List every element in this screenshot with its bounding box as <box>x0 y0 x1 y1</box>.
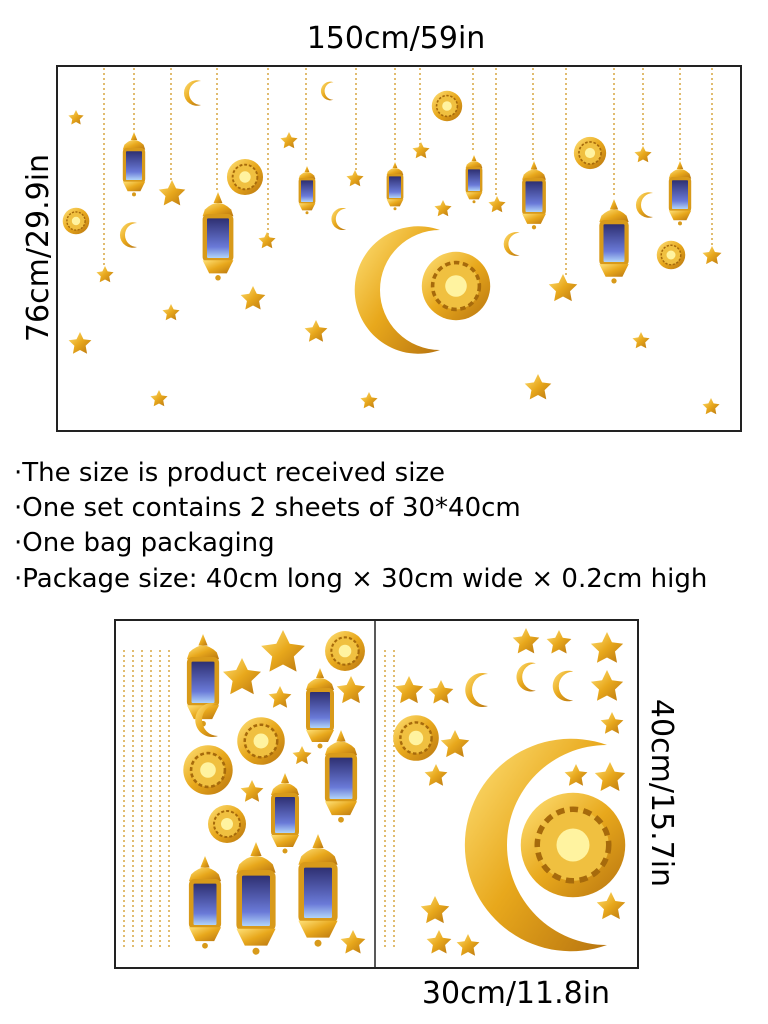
height-label: 76cm/29.9in <box>21 154 56 342</box>
decoration <box>324 630 366 672</box>
decoration <box>420 250 492 322</box>
decoration <box>431 90 463 122</box>
note: ·One set contains 2 sheets of 30*40cm <box>14 493 521 523</box>
sheet-height-label: 40cm/15.7in <box>644 699 679 887</box>
notes: ·The size is product received size ·One … <box>14 458 707 594</box>
panel-frame <box>56 65 742 432</box>
note: ·Package size: 40cm long × 30cm wide × 0… <box>14 564 707 594</box>
decoration <box>226 158 264 196</box>
decoration <box>236 716 286 766</box>
decoration <box>573 136 607 170</box>
decoration <box>521 793 626 898</box>
width-label: 150cm/59in <box>307 21 486 56</box>
decoration <box>207 804 247 844</box>
decoration <box>656 240 686 270</box>
note: ·One bag packaging <box>14 528 275 558</box>
hanging-strings <box>103 68 713 276</box>
decoration <box>392 714 440 762</box>
decoration <box>182 744 234 796</box>
note: ·The size is product received size <box>14 458 445 488</box>
decoration <box>62 207 90 235</box>
sheet-strings <box>123 650 395 950</box>
sheet-width-label: 30cm/11.8in <box>422 976 610 1011</box>
